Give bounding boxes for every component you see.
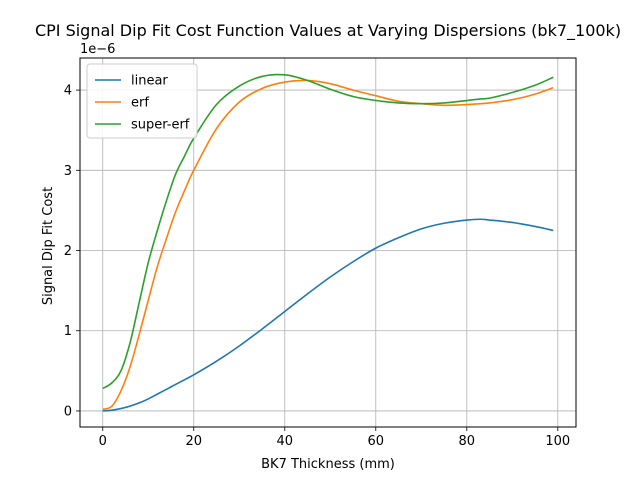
y-tick-label: 1 [64, 324, 72, 339]
x-tick-label: 0 [99, 434, 107, 449]
x-tick-label: 20 [185, 434, 202, 449]
x-tick-label: 100 [545, 434, 570, 449]
chart-title: CPI Signal Dip Fit Cost Function Values … [35, 21, 621, 41]
x-tick-label: 60 [368, 434, 385, 449]
y-multiplier-label: 1e−6 [80, 42, 115, 57]
y-tick-label: 0 [64, 404, 72, 419]
series-line-linear [102, 218, 554, 412]
series-lines [102, 73, 554, 412]
x-tick-label: 80 [459, 434, 476, 449]
legend-label: erf [131, 96, 149, 111]
x-axis-label: BK7 Thickness (mm) [261, 457, 395, 472]
axis-ticks: 0 20 40 60 80 100 0 1 2 3 4 [64, 84, 570, 449]
plot-frame [79, 57, 577, 428]
legend-label: super-erf [131, 118, 190, 133]
series-line-erf [102, 79, 554, 411]
y-tick-label: 3 [64, 164, 72, 179]
y-tick-label: 2 [64, 244, 72, 259]
legend-label: linear [131, 74, 168, 89]
legend-box [86, 63, 198, 139]
series-line-super-erf [102, 73, 554, 390]
legend: linear erf super-erf [86, 63, 198, 139]
y-tick-label: 4 [64, 84, 72, 99]
y-axis-label: Signal Dip Fit Cost [41, 187, 56, 305]
x-tick-label: 40 [276, 434, 293, 449]
